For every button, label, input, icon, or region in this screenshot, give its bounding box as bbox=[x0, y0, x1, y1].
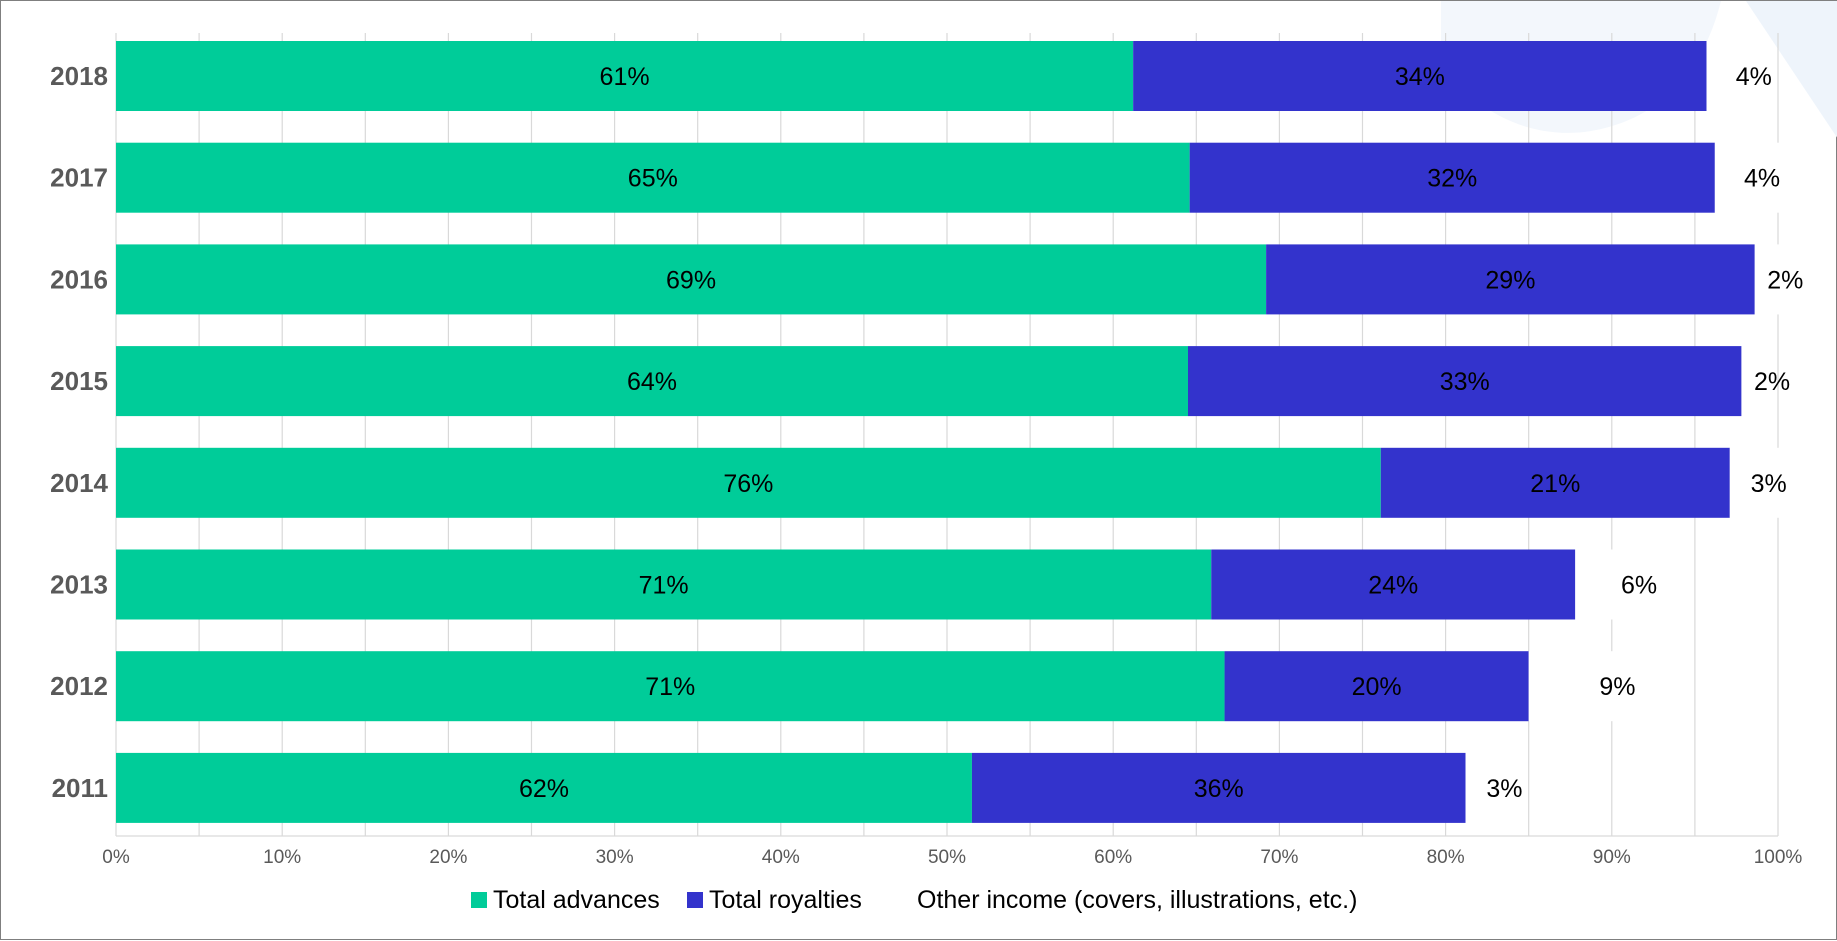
bar-segment-other-income bbox=[1465, 752, 1516, 823]
legend: Total advances Total royalties Other incom… bbox=[471, 886, 1357, 914]
data-label-total-royalties: 32% bbox=[1427, 165, 1477, 193]
bar-segment-total-advances bbox=[116, 41, 1134, 111]
data-label-other-income: 6% bbox=[1621, 572, 1657, 600]
bar-segment-other-income bbox=[1729, 447, 1780, 518]
x-tick-label: 10% bbox=[263, 847, 301, 868]
x-tick-label: 100% bbox=[1754, 847, 1803, 868]
y-category-label: 2013 bbox=[50, 570, 108, 600]
data-label-total-advances: 71% bbox=[639, 572, 689, 600]
data-label-total-royalties: 24% bbox=[1368, 572, 1418, 600]
data-label-total-advances: 71% bbox=[645, 673, 695, 701]
bar-segment-total-royalties bbox=[1189, 142, 1715, 213]
data-label-total-royalties: 36% bbox=[1194, 775, 1244, 803]
bar-segment-total-royalties bbox=[1380, 447, 1730, 518]
bar-segment-total-royalties bbox=[1224, 651, 1529, 722]
bar-segment-other-income bbox=[1714, 142, 1782, 213]
data-label-total-royalties: 34% bbox=[1395, 63, 1445, 91]
bar-segment-other-income bbox=[1754, 244, 1788, 315]
data-label-other-income: 2% bbox=[1767, 266, 1803, 294]
legend-swatch bbox=[687, 892, 703, 908]
y-category-label: 2018 bbox=[50, 61, 108, 91]
data-label-other-income: 9% bbox=[1599, 673, 1635, 701]
data-label-total-advances: 62% bbox=[519, 775, 569, 803]
data-label-total-royalties: 33% bbox=[1440, 368, 1490, 396]
data-label-total-royalties: 20% bbox=[1352, 673, 1402, 701]
y-category-label: 2016 bbox=[50, 264, 108, 294]
legend-label: Total advances bbox=[493, 886, 660, 914]
data-label-other-income: 4% bbox=[1736, 63, 1772, 91]
x-tick-label: 70% bbox=[1260, 847, 1298, 868]
y-category-label: 2014 bbox=[50, 468, 108, 498]
legend-label: Other income (covers, illustrations, etc… bbox=[917, 886, 1357, 914]
x-tick-label: 30% bbox=[596, 847, 634, 868]
data-labels: 61% 34% 4% 65% 32% 4% 69% 29% 2% 64% 33% 2% 76% 21% 3%… bbox=[519, 63, 1803, 803]
data-label-other-income: 2% bbox=[1754, 368, 1790, 396]
bar-segment-total-royalties bbox=[1266, 244, 1755, 315]
bar-segment-other-income bbox=[1575, 549, 1675, 620]
x-tick-label: 60% bbox=[1094, 847, 1132, 868]
bar-segment-total-advances bbox=[116, 244, 1267, 315]
bar-segment-total-advances bbox=[116, 447, 1381, 518]
data-label-total-advances: 65% bbox=[628, 165, 678, 193]
data-label-total-advances: 64% bbox=[627, 368, 677, 396]
x-tick-label: 20% bbox=[429, 847, 467, 868]
x-axis-ticks: 0% 10% 20% 30% 40% 50% 60% 70% 80% 90% 100% bbox=[102, 847, 1802, 868]
bar-segment-total-royalties bbox=[971, 752, 1466, 823]
bar-segment-total-advances bbox=[116, 752, 972, 823]
bar-segment-total-advances bbox=[116, 346, 1188, 417]
bar-segment-total-advances bbox=[116, 142, 1190, 213]
data-label-other-income: 3% bbox=[1751, 470, 1787, 498]
bar-segment-other-income bbox=[1741, 346, 1775, 417]
legend-label: Total royalties bbox=[709, 886, 862, 914]
data-label-total-advances: 61% bbox=[600, 63, 650, 91]
bar-segment-total-royalties bbox=[1211, 549, 1576, 620]
x-tick-label: 0% bbox=[102, 847, 130, 868]
y-category-label: 2015 bbox=[50, 366, 108, 396]
y-category-label: 2011 bbox=[52, 773, 108, 803]
bar-segment-total-advances bbox=[116, 651, 1225, 722]
bar-segment-total-advances bbox=[116, 549, 1212, 620]
x-tick-label: 40% bbox=[762, 847, 800, 868]
bar-segment-total-royalties bbox=[1133, 41, 1707, 111]
data-label-total-advances: 76% bbox=[723, 470, 773, 498]
data-label-total-royalties: 21% bbox=[1530, 470, 1580, 498]
bars bbox=[116, 41, 1788, 823]
legend-swatch bbox=[895, 892, 911, 908]
data-label-total-royalties: 29% bbox=[1485, 266, 1535, 294]
x-tick-label: 50% bbox=[928, 847, 966, 868]
x-tick-label: 80% bbox=[1427, 847, 1465, 868]
bar-segment-total-royalties bbox=[1187, 346, 1742, 417]
x-tick-label: 90% bbox=[1593, 847, 1631, 868]
data-label-total-advances: 69% bbox=[666, 266, 716, 294]
y-axis-categories: 2018 2017 2016 2015 2014 2013 2012 2011 bbox=[50, 61, 108, 803]
bar-segment-other-income bbox=[1706, 41, 1774, 111]
data-label-other-income: 3% bbox=[1486, 775, 1522, 803]
bar-segment-other-income bbox=[1528, 651, 1679, 722]
legend-swatch bbox=[471, 892, 487, 908]
data-label-other-income: 4% bbox=[1744, 165, 1780, 193]
y-category-label: 2017 bbox=[50, 163, 108, 193]
watermark-shape bbox=[1746, 1, 1837, 138]
y-category-label: 2012 bbox=[50, 671, 108, 701]
